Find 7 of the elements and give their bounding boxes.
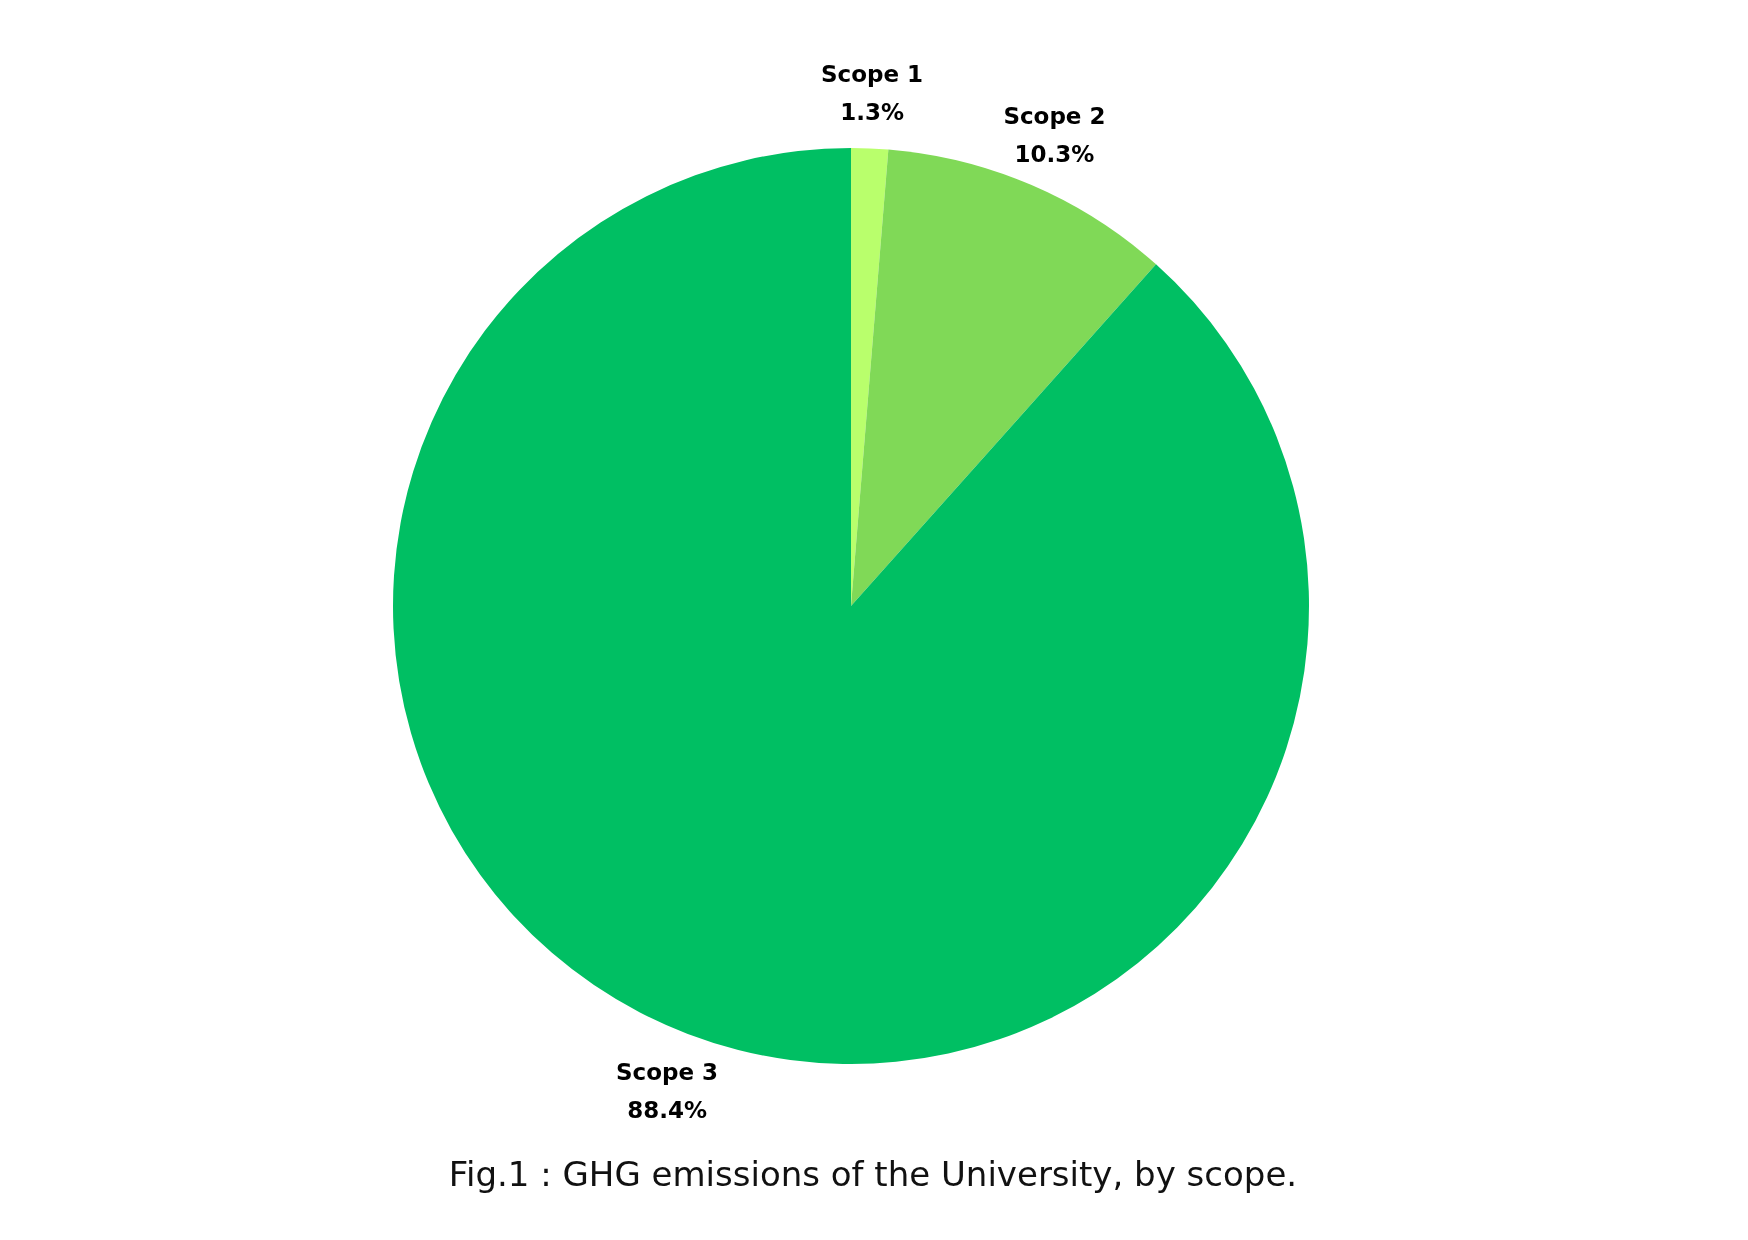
slice-label: Scope 3: [616, 1059, 719, 1086]
caption: Fig.1 : GHG emissions of the University, by scope.: [448, 1154, 1298, 1194]
slice-label: Scope 1: [821, 61, 924, 88]
data-label: 88.4%: [627, 1097, 707, 1124]
data-label: 1.3%: [840, 99, 904, 126]
slice-label: Scope 2: [1003, 102, 1106, 129]
data-label: 10.3%: [1014, 140, 1095, 167]
